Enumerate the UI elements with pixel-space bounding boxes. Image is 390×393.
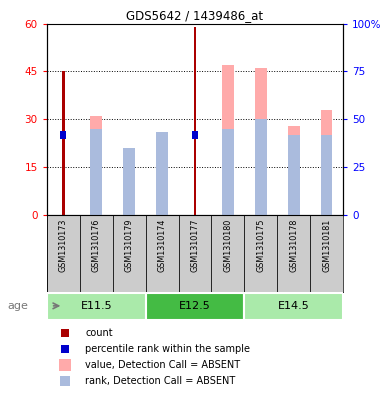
Text: count: count	[85, 328, 113, 338]
Title: GDS5642 / 1439486_at: GDS5642 / 1439486_at	[126, 9, 264, 22]
Text: GSM1310174: GSM1310174	[158, 219, 167, 272]
Text: GSM1310173: GSM1310173	[59, 219, 68, 272]
Text: percentile rank within the sample: percentile rank within the sample	[85, 344, 250, 354]
Bar	[245, 293, 343, 320]
Bar	[113, 215, 145, 292]
Bar	[47, 215, 80, 292]
Bar	[123, 148, 135, 215]
Bar	[145, 293, 245, 320]
Bar	[321, 110, 333, 215]
Bar	[156, 141, 168, 215]
Text: GSM1310177: GSM1310177	[190, 219, 200, 272]
Bar	[156, 132, 168, 215]
Text: E11.5: E11.5	[80, 301, 112, 311]
Bar	[60, 131, 66, 139]
Bar	[277, 215, 310, 292]
Bar	[321, 135, 333, 215]
Bar	[90, 116, 102, 215]
Bar	[222, 65, 234, 215]
Bar	[255, 119, 267, 215]
Text: age: age	[8, 301, 29, 311]
Bar	[245, 215, 277, 292]
Bar	[80, 215, 113, 292]
Text: GSM1310175: GSM1310175	[256, 219, 265, 272]
Bar	[211, 215, 245, 292]
Bar	[255, 68, 267, 215]
Bar	[123, 170, 135, 215]
Bar	[145, 215, 179, 292]
Bar	[47, 293, 145, 320]
Bar	[179, 215, 211, 292]
Bar	[192, 131, 198, 139]
Text: GSM1310181: GSM1310181	[322, 219, 331, 272]
Text: GSM1310180: GSM1310180	[223, 219, 232, 272]
Bar	[90, 129, 102, 215]
Text: value, Detection Call = ABSENT: value, Detection Call = ABSENT	[85, 360, 241, 370]
Bar	[310, 215, 343, 292]
Text: GSM1310176: GSM1310176	[92, 219, 101, 272]
Text: GSM1310179: GSM1310179	[125, 219, 134, 272]
Text: GSM1310178: GSM1310178	[289, 219, 298, 272]
Bar	[194, 27, 196, 215]
Text: E12.5: E12.5	[179, 301, 211, 311]
Text: E14.5: E14.5	[278, 301, 310, 311]
Bar	[288, 135, 300, 215]
Bar	[288, 126, 300, 215]
Text: rank, Detection Call = ABSENT: rank, Detection Call = ABSENT	[85, 376, 236, 386]
Bar	[62, 72, 65, 215]
Bar	[222, 129, 234, 215]
